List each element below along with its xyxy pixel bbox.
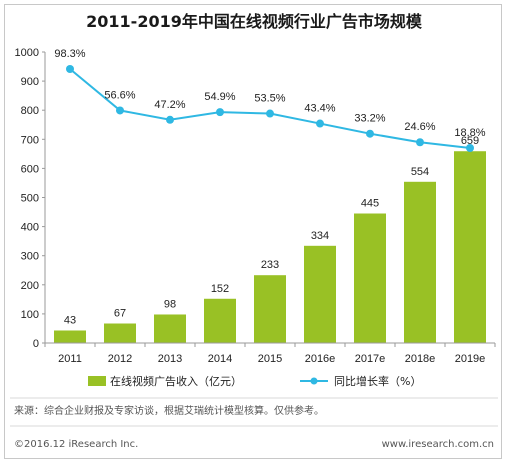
x-tick-label: 2015: [258, 353, 282, 365]
bar: [254, 275, 286, 343]
bar-value-label: 152: [211, 283, 229, 295]
bar: [454, 151, 486, 343]
growth-value-label: 33.2%: [354, 113, 385, 125]
bar-value-label: 659: [461, 135, 479, 147]
legend-line-marker: [310, 377, 318, 385]
y-tick-label: 700: [21, 134, 39, 146]
growth-point: [116, 106, 124, 115]
bar: [354, 213, 386, 343]
growth-point: [66, 65, 74, 73]
y-tick-label: 300: [21, 251, 39, 263]
legend-line-label: 同比增长率（%）: [334, 374, 421, 388]
bar: [304, 245, 336, 343]
growth-point: [266, 109, 274, 118]
x-tick-label: 2016e: [305, 353, 336, 365]
y-tick-label: 100: [21, 309, 39, 321]
y-tick-label: 900: [21, 76, 39, 88]
x-tick-label: 2014: [208, 353, 232, 365]
bar-value-label: 67: [114, 308, 126, 320]
y-tick-label: 0: [33, 338, 39, 350]
y-tick-label: 400: [21, 222, 39, 234]
y-tick-label: 200: [21, 280, 39, 292]
x-tick-label: 2013: [158, 353, 182, 365]
growth-line-series: 98.3% 56.6% 47.2% 54.9% 53.5% 43.4% 33.2% 24.6%…: [54, 48, 486, 152]
bar: [404, 181, 436, 343]
growth-value-label: 98.3%: [54, 48, 85, 60]
bar: [154, 314, 186, 343]
growth-point: [216, 108, 224, 117]
bar-series: 43 67 98 152 233 334 445 554 659: [54, 135, 486, 343]
growth-value-label: 24.6%: [404, 121, 435, 133]
x-tick-label: 2012: [108, 353, 132, 365]
x-tick-label: 2011: [58, 353, 82, 365]
growth-value-label: 56.6%: [104, 89, 135, 101]
y-axis: 0 100 200 300 400 500 600 700 800 900 1000: [15, 47, 46, 350]
bar: [54, 330, 86, 343]
growth-point: [416, 138, 424, 147]
chart-title: 2011-2019年中国在线视频行业广告市场规模: [86, 12, 423, 31]
source-note: 来源：综合企业财报及专家访谈，根据艾瑞统计模型核算。仅供参考。: [14, 404, 324, 417]
legend-bar-swatch: [88, 376, 106, 386]
x-tick-label: 2019e: [455, 353, 486, 365]
growth-point: [166, 115, 174, 124]
x-tick-label: 2017e: [355, 353, 386, 365]
bar-value-label: 334: [311, 230, 329, 242]
growth-point: [316, 119, 324, 128]
x-axis: 2011 2012 2013 2014 2015 2016e 2017e 2018e 2019e: [44, 342, 496, 365]
growth-value-label: 53.5%: [254, 93, 285, 105]
growth-value-label: 54.9%: [204, 91, 235, 103]
y-tick-label: 1000: [15, 47, 39, 59]
growth-value-label: 47.2%: [154, 99, 185, 111]
growth-value-label: 18.8%: [454, 127, 485, 139]
y-tick-label: 500: [21, 193, 39, 205]
bar-value-label: 43: [64, 314, 76, 326]
growth-value-label: 43.4%: [304, 103, 335, 115]
bar-value-label: 445: [361, 198, 379, 210]
website-text: www.iresearch.com.cn: [382, 439, 494, 450]
copyright-text: ©2016.12 iResearch Inc.: [14, 439, 138, 450]
growth-point: [366, 129, 374, 138]
bar-value-label: 98: [164, 298, 176, 310]
growth-line: [69, 68, 471, 149]
legend: 在线视频广告收入（亿元） 同比增长率（%）: [88, 374, 421, 388]
bar: [104, 323, 136, 343]
growth-point: [466, 144, 474, 152]
y-tick-label: 600: [21, 163, 39, 175]
y-tick-label: 800: [21, 105, 39, 117]
bar: [204, 298, 236, 343]
legend-bar-label: 在线视频广告收入（亿元）: [110, 374, 242, 388]
bar-value-label: 554: [411, 166, 429, 178]
bar-value-label: 233: [261, 259, 279, 271]
x-tick-label: 2018e: [405, 353, 436, 365]
